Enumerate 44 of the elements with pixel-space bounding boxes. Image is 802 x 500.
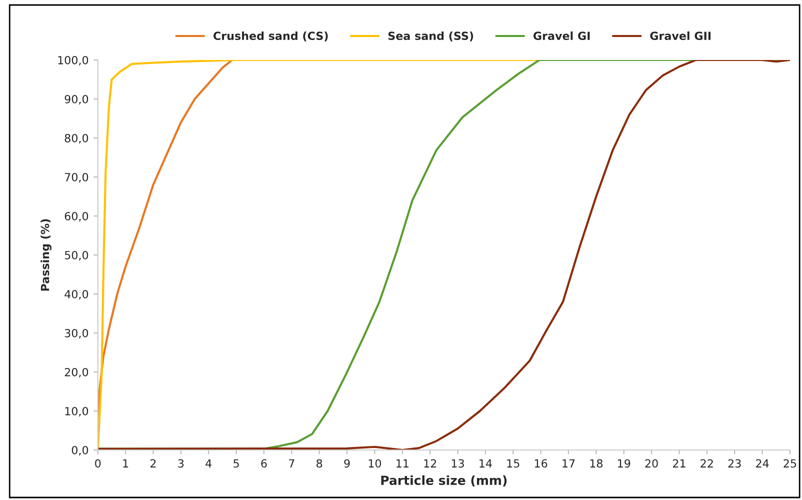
x-tick-label: 15 xyxy=(507,459,520,468)
x-tick-label: 1 xyxy=(123,459,128,468)
x-tick-label: 20 xyxy=(645,459,658,468)
x-tick-label: 4 xyxy=(206,459,212,468)
x-tick-label: 16 xyxy=(534,459,548,468)
x-tick-label: 22 xyxy=(700,459,713,468)
x-tick-label: 5 xyxy=(234,459,239,468)
y-tick-label: 70,0 xyxy=(64,172,88,183)
legend-label: Sea sand (SS) xyxy=(388,31,474,42)
y-tick-label: 30,0 xyxy=(64,328,88,339)
x-tick-label: 8 xyxy=(316,459,322,468)
x-tick-label: 12 xyxy=(424,459,436,468)
x-tick-label: 11 xyxy=(396,459,408,468)
x-tick-label: 3 xyxy=(178,459,184,468)
y-tick-label: 100,0 xyxy=(58,56,88,66)
y-tick-label: 0,0 xyxy=(72,446,88,456)
x-tick-label: 9 xyxy=(344,459,350,468)
x-tick-label: 17 xyxy=(562,459,575,468)
x-tick-label: 23 xyxy=(728,459,741,468)
y-tick-label: 80,0 xyxy=(64,134,88,144)
y-axis-title: Passing (%) xyxy=(40,219,52,291)
legend-label: Gravel GI xyxy=(533,31,590,40)
y-tick-label: 20,0 xyxy=(64,368,88,378)
x-tick-label: 13 xyxy=(452,459,464,468)
x-tick-label: 6 xyxy=(261,459,267,468)
x-tick-label: 10 xyxy=(368,459,382,468)
x-tick-label: 14 xyxy=(480,459,492,468)
y-tick-label: 40,0 xyxy=(64,290,88,300)
x-tick-label: 7 xyxy=(289,459,294,468)
x-tick-label: 2 xyxy=(150,459,156,468)
y-tick-label: 50,0 xyxy=(64,250,88,261)
y-tick-label: 10,0 xyxy=(65,406,88,417)
x-tick-label: 19 xyxy=(618,459,630,468)
y-tick-label: 60,0 xyxy=(64,212,88,222)
line-series xyxy=(98,60,790,450)
x-tick-label: 24 xyxy=(756,459,769,468)
legend-label: Gravel GII xyxy=(650,31,711,40)
x-tick-label: 18 xyxy=(590,459,602,468)
x-tick-label: 25 xyxy=(784,459,796,468)
y-tick-label: 90,0 xyxy=(64,94,88,105)
x-axis-title: Particle size (mm) xyxy=(381,475,507,486)
x-tick-label: 0 xyxy=(95,459,101,468)
legend-label: Crushed sand (CS) xyxy=(213,31,328,42)
x-tick-label: 21 xyxy=(672,459,686,468)
